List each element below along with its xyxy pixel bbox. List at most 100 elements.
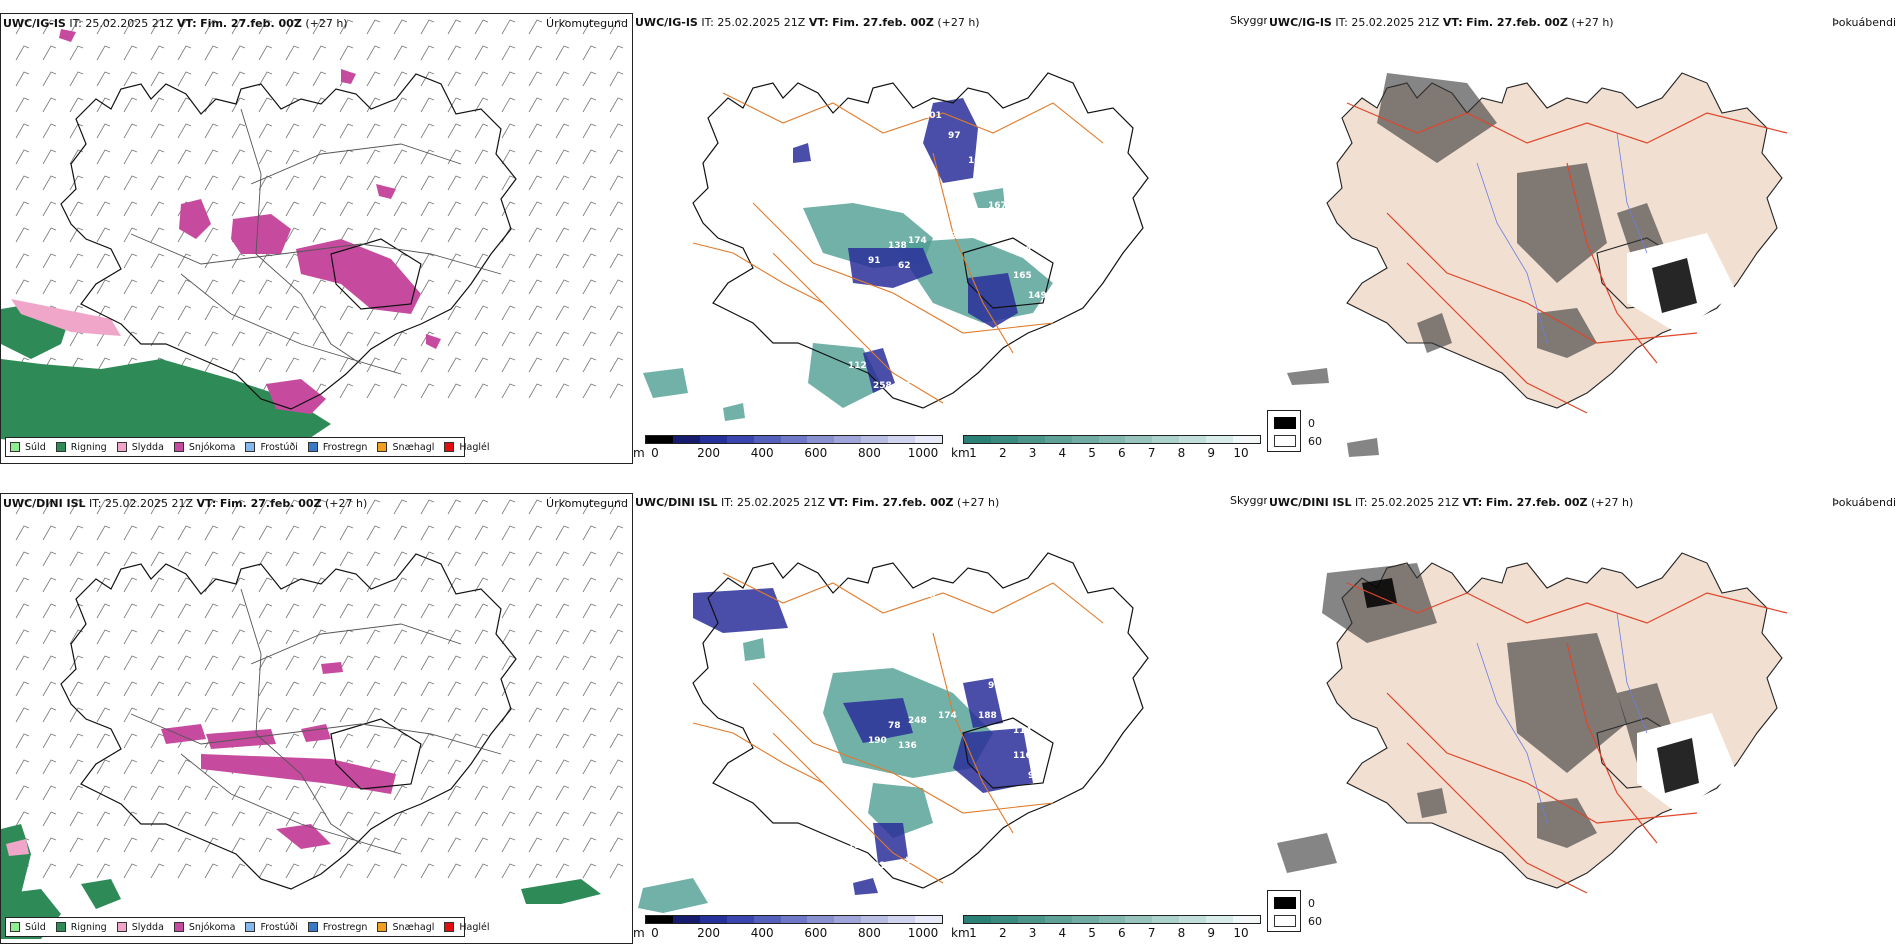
colorbar-tick-label: 200: [697, 446, 721, 460]
legend-item: Súld: [10, 922, 46, 933]
wind-barb: [366, 357, 381, 373]
ceiling-value-label: 125: [905, 376, 924, 386]
wind-barb: [42, 733, 57, 749]
wind-barb: [69, 279, 84, 295]
wind-barb: [420, 71, 435, 87]
wind-barb: [231, 603, 246, 619]
ceiling-value-label: 91: [873, 861, 886, 871]
wind-barb: [366, 551, 381, 567]
wind-barb: [366, 837, 381, 853]
ceiling-value-label: 112: [848, 361, 867, 371]
colorbar-tick-label: 2: [998, 446, 1007, 460]
wind-barb: [231, 499, 246, 515]
wind-barb: [96, 681, 111, 697]
wind-barb: [555, 811, 570, 827]
fog-map-top: [1287, 72, 1788, 457]
wind-barb: [123, 863, 138, 879]
wind-barb: [582, 759, 597, 775]
wind-barb: [258, 175, 273, 191]
legend-item: Súld: [10, 442, 46, 453]
wind-barb: [555, 201, 570, 217]
sleet-area: [11, 299, 121, 336]
wind-barb: [393, 525, 408, 541]
wind-barb: [609, 759, 624, 775]
wind-barb: [231, 785, 246, 801]
wind-barb: [420, 707, 435, 723]
iceland-coastline: [60, 73, 517, 410]
wind-barb: [447, 759, 462, 775]
wind-barb: [42, 863, 57, 879]
wind-barb: [123, 123, 138, 139]
precip-map-bottom: [1, 499, 624, 939]
wind-barb: [339, 19, 354, 35]
wind-barb: [285, 811, 300, 827]
wind-barb: [177, 97, 192, 113]
wind-barb: [393, 227, 408, 243]
colorbar-tick-label: 0: [651, 926, 659, 940]
legend-item: Frostregn: [307, 442, 367, 453]
wind-barb: [528, 45, 543, 61]
wind-barb: [474, 97, 489, 113]
wind-barb: [69, 175, 84, 191]
wind-barb: [150, 19, 165, 35]
wind-barb: [366, 525, 381, 541]
colorbar-unit: km: [951, 446, 970, 460]
wind-barb: [285, 357, 300, 373]
panel-title: UWC/DINI ISL IT: 25.02.2025 21Z VT: Fim.…: [3, 497, 368, 510]
wind-barb: [501, 811, 516, 827]
legend-swatch: [55, 442, 66, 452]
fog-legend-white: [1274, 435, 1296, 447]
wind-barb: [285, 603, 300, 619]
wind-barb: [96, 71, 111, 87]
wind-barb: [393, 253, 408, 269]
wind-barb: [15, 149, 30, 165]
wind-barb: [582, 357, 597, 373]
wind-barb: [555, 577, 570, 593]
roads: [692, 92, 1104, 404]
wind-barb: [285, 499, 300, 515]
wind-barb: [177, 759, 192, 775]
wind-barb: [339, 603, 354, 619]
colorbar-segment: [780, 436, 808, 443]
legend-item: Frostúði: [245, 442, 298, 453]
colorbar-segment: [1071, 436, 1099, 443]
wind-barb: [312, 681, 327, 697]
ceiling-value-label: 78: [888, 721, 901, 731]
wind-barb: [123, 19, 138, 35]
colorbar-tick-label: 5: [1088, 926, 1096, 940]
wind-barb: [447, 733, 462, 749]
glacier-outline: [330, 718, 422, 790]
wind-barb: [150, 525, 165, 541]
wind-barb: [312, 279, 327, 295]
wind-barb: [312, 551, 327, 567]
wind-barb: [420, 551, 435, 567]
wind-barb: [609, 123, 624, 139]
legend-label: Frostregn: [322, 921, 368, 933]
wind-barb: [150, 785, 165, 801]
colorbar-segment: [807, 916, 835, 923]
wind-barb: [285, 629, 300, 645]
wind-barb: [312, 577, 327, 593]
rain-area: [1, 304, 331, 449]
wind-barb: [609, 383, 624, 399]
wind-barb: [501, 383, 516, 399]
colorbar-segment: [1152, 436, 1180, 443]
colorbar-tick-label: 3: [1028, 446, 1037, 460]
wind-barb: [15, 19, 30, 35]
wind-barb: [447, 19, 462, 35]
wind-barb: [42, 655, 57, 671]
wind-barb: [96, 175, 111, 191]
wind-barb: [177, 811, 192, 827]
ceiling-value-label: 165: [1013, 271, 1032, 281]
wind-barb: [474, 863, 489, 879]
wind-barb: [474, 331, 489, 347]
wind-barb: [15, 733, 30, 749]
wind-barb: [123, 681, 138, 697]
colorbar-segment: [861, 436, 889, 443]
wind-barb: [204, 45, 219, 61]
wind-barb: [474, 71, 489, 87]
wind-barb: [393, 551, 408, 567]
wind-barb: [393, 629, 408, 645]
wind-barb: [150, 305, 165, 321]
colorbar-segment: [672, 436, 700, 443]
